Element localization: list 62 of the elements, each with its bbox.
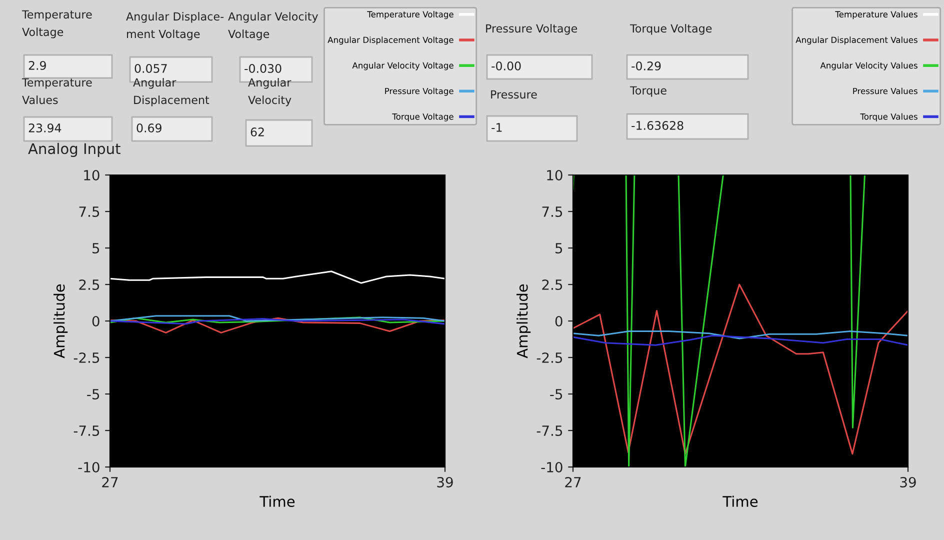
y-tick-label: -7.5 [536,426,562,436]
y-tick-label: 7.5 [542,206,562,217]
legend-label: Angular Displacement Voltage [328,36,454,45]
legend-label: Angular Velocity Values [820,62,918,70]
x-tick-label: 27 [565,476,581,488]
text: Pressure Voltage [486,24,578,35]
text: -0.030 [244,64,282,73]
text: Angular Displace- ment Voltage [126,12,224,40]
text: Angular Velocity [248,78,292,106]
y-tick-label: 5 [556,243,562,254]
line-series [110,270,445,284]
text: 23.94 [28,123,62,132]
text: Pressure [491,90,537,99]
legend-label: Torque Values [860,113,918,122]
legend-label: Temperature Voltage [367,11,454,20]
text: Torque [630,86,666,97]
y-tick-label: -2.5 [74,352,100,363]
y-tick-label: -5 [550,389,562,400]
text: 0.69 [136,123,162,132]
text: -0.29 [632,61,661,70]
y-tick-label: -10 [541,462,562,472]
line-series [110,317,445,334]
y-tick-label: -5 [87,389,100,400]
x-tick-label: 39 [900,476,916,488]
y-tick-label: -7.5 [74,426,100,436]
text: Angular Velocity Voltage [228,12,318,40]
y-tick-label: -10 [78,462,100,472]
text: 62 [250,127,264,136]
x-tick-label: 27 [102,476,118,488]
legend-label: Angular Displacement Values [796,36,918,45]
y-tick-label: 2.5 [79,279,100,290]
y-axis-title: Amplitude [54,284,68,358]
text: -0.00 [492,61,521,70]
text: 2.9 [28,60,46,70]
x-tick-label: 39 [437,476,453,488]
text: -1.63628 [632,120,684,130]
text: Temperature Voltage [22,10,92,38]
text: Temperature Values [22,78,92,104]
y-tick-label: 2.5 [542,279,562,290]
legend-label: Temperature Values [835,11,918,20]
y-tick-label: 10 [547,170,562,180]
line-series [573,330,908,340]
legend-label: Torque Voltage [392,113,454,122]
text: Torque Voltage [630,24,712,35]
text: -1 [492,123,502,132]
text: 0.057 [134,64,167,73]
y-tick-label: 10 [84,170,100,180]
y-axis-title: Amplitude [516,284,531,358]
y-tick-label: -2.5 [536,352,562,363]
legend-label: Pressure Voltage [385,88,454,96]
chart-title: Analog Input [28,142,120,157]
y-tick-label: 5 [92,243,100,254]
x-axis-title: Time [722,496,758,508]
text: Angular Displacement [133,78,210,106]
line-series [573,284,908,455]
y-tick-label: 0 [92,316,100,326]
x-axis-title: Time [260,496,295,508]
y-tick-label: 0 [555,316,562,326]
legend-label: Pressure Values [853,88,918,94]
legend-label: Angular Velocity Voltage [352,62,454,70]
y-tick-label: 7.5 [79,206,100,217]
line-series [573,334,908,346]
